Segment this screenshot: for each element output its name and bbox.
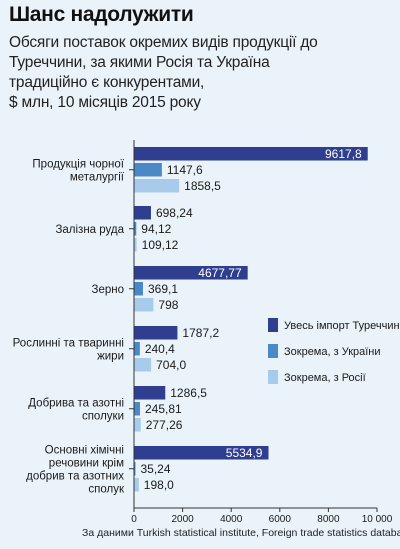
legend-label: Увесь імпорт Туреччини [284,320,400,332]
category-label: добрив та азотних [26,470,124,482]
data-label: 277,26 [146,418,183,432]
data-label: 35,24 [141,462,171,476]
data-label: 5534,9 [226,446,263,460]
x-tick-label: 10 000 [362,514,393,525]
x-tick-label: 2000 [171,514,194,525]
source-note: За даними Turkish statistical institute,… [82,527,400,539]
legend-swatch [268,370,278,384]
category-label: жири [97,350,124,362]
data-label: 798 [158,298,178,312]
bar [134,266,248,280]
bar [134,402,140,416]
bar [134,238,137,252]
category-label: Залізна руда [55,224,124,236]
category-label: Продукція чорної [32,158,124,170]
data-label: 704,0 [156,358,186,372]
category-label: металургії [70,171,125,183]
data-label: 369,1 [148,282,178,296]
bar [134,462,136,476]
legend-label: Зокрема, з України [284,346,381,358]
x-tick-label: 4000 [220,514,243,525]
category-label: Зерно [92,284,124,296]
x-tick-label: 6000 [269,514,292,525]
bar [134,446,269,460]
bar [134,222,137,236]
bar [134,147,368,161]
bar [134,342,140,356]
bar [134,478,139,492]
category-label: Рослинні та тваринні [13,337,124,349]
x-tick-label: 0 [131,514,137,525]
subtitle-line: Туреччини, за якими Росія та Україна [9,54,270,71]
category-label: сполуки [82,410,124,422]
data-label: 245,81 [145,402,182,416]
bar [134,358,152,372]
bar [134,179,180,193]
bar [134,418,141,432]
subtitle-line: традиційно є конкурентами, [9,74,205,91]
bar [134,163,162,177]
subtitle-line: $ млн, 10 місяців 2015 року [9,94,201,111]
x-tick-label: 8000 [317,514,340,525]
bar [134,326,178,340]
bar [134,298,154,312]
category-label: речовини крім [49,457,124,469]
bar [134,206,151,220]
bar [134,282,143,296]
data-label: 4677,77 [198,266,242,280]
data-label: 198,0 [144,478,174,492]
data-label: 94,12 [141,222,171,236]
subtitle-line: Обсяги поставок окремих видів продукції … [9,34,318,51]
data-label: 698,24 [156,206,193,220]
data-label: 9617,8 [325,147,362,161]
chart-title: Шанс надолужити [9,3,194,26]
legend-label: Зокрема, з Росії [284,372,366,384]
category-label: Основні хімічні [45,444,124,456]
data-label: 1858,5 [184,179,221,193]
chart-subtitle: Обсяги поставок окремих видів продукції … [9,33,394,113]
data-label: 240,4 [145,342,175,356]
data-label: 1787,2 [182,326,219,340]
legend-swatch [268,318,278,332]
data-label: 1286,5 [170,386,207,400]
data-label: 109,12 [142,238,179,252]
bar [134,386,166,400]
category-label: сполук [88,483,125,495]
data-label: 1147,6 [167,163,203,177]
legend-swatch [268,344,278,358]
category-label: Добрива та азотні [28,397,124,409]
